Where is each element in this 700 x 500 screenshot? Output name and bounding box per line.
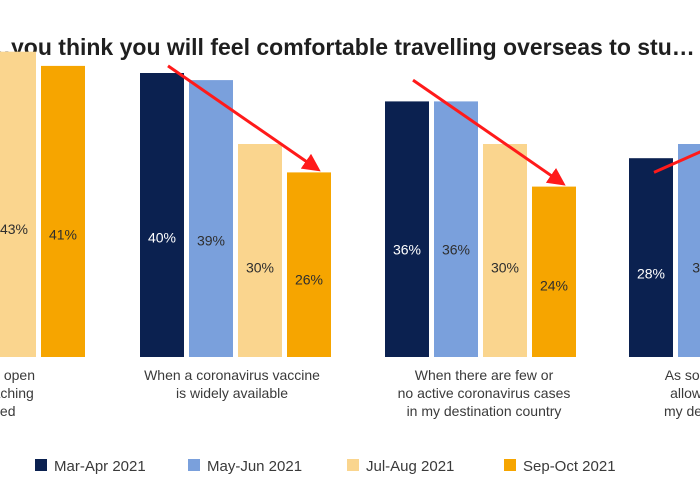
annotation-line-2 [653,150,700,174]
legend-label: Jul-Aug 2021 [366,458,454,475]
bar-0-2 [0,51,36,357]
category-label-line: As soon [665,367,700,383]
bar-value-label: 39% [197,233,225,249]
bar-labels-layer: 40% 36% 28% 39% 36% 30 43% 30% 30% 41% 26% 24% [0,221,700,294]
category-label-line: in my destination country [407,403,562,419]
bar-1-2 [238,144,282,357]
annotations-layer [167,64,700,186]
category-label-line: no active coronavirus cases [398,385,571,401]
bar-value-label: 40% [148,230,176,246]
bar-3-0 [629,158,673,357]
bar-value-label: 30% [246,260,274,276]
legend-item-2: Jul-Aug 2021 [347,458,454,475]
bar-1-3 [287,172,331,357]
legend-item-1: May-Jun 2021 [188,458,302,475]
bar-value-label: 30% [491,260,519,276]
category-label-line: ce teaching [0,385,34,401]
legend-swatch [188,459,200,471]
annotation-arrow-0 [167,64,321,172]
bar-value-label: 28% [637,266,665,282]
bar-value-label: 36% [442,242,470,258]
legend-swatch [347,459,359,471]
category-label-line: is widely available [176,385,288,401]
bars-layer [0,51,700,358]
legend-item-3: Sep-Oct 2021 [504,458,616,475]
bar-value-label: 43% [0,221,28,237]
bar-value-label: 36% [393,242,421,258]
legend: Mar-Apr 2021 May-Jun 2021 Jul-Aug 2021 Sep-… [35,458,616,475]
legend-label: May-Jun 2021 [207,458,302,475]
annotation-arrow-1 [412,78,566,186]
category-label-line: When a coronavirus vaccine [144,367,320,383]
legend-item-0: Mar-Apr 2021 [35,458,146,475]
bar-1-0 [140,73,184,357]
bar-value-label: 24% [540,277,568,293]
category-label-line: When there are few or [415,367,554,383]
bar-3-1 [678,144,700,357]
bar-1-1 [189,80,233,357]
category-label-line: es are open [0,367,35,383]
bar-value-label: 30 [692,260,700,276]
bar-2-2 [483,144,527,357]
legend-label: Sep-Oct 2021 [523,458,616,475]
bar-0-3 [41,65,85,358]
legend-swatch [35,459,47,471]
bar-value-label: 41% [49,227,77,243]
legend-label: Mar-Apr 2021 [54,458,146,475]
category-label-line: my desti [664,403,700,419]
bar-2-3 [532,186,576,357]
chart-title: …you think you will feel comfortable tra… [0,34,695,60]
bar-2-1 [434,101,478,358]
category-label-line: umed [0,403,16,419]
legend-swatch [504,459,516,471]
bar-value-label: 26% [295,271,323,287]
category-labels-layer: es are open ce teaching umed When a coronav… [0,367,700,419]
bar-2-0 [385,101,429,358]
category-label-line: allowe [670,385,700,401]
